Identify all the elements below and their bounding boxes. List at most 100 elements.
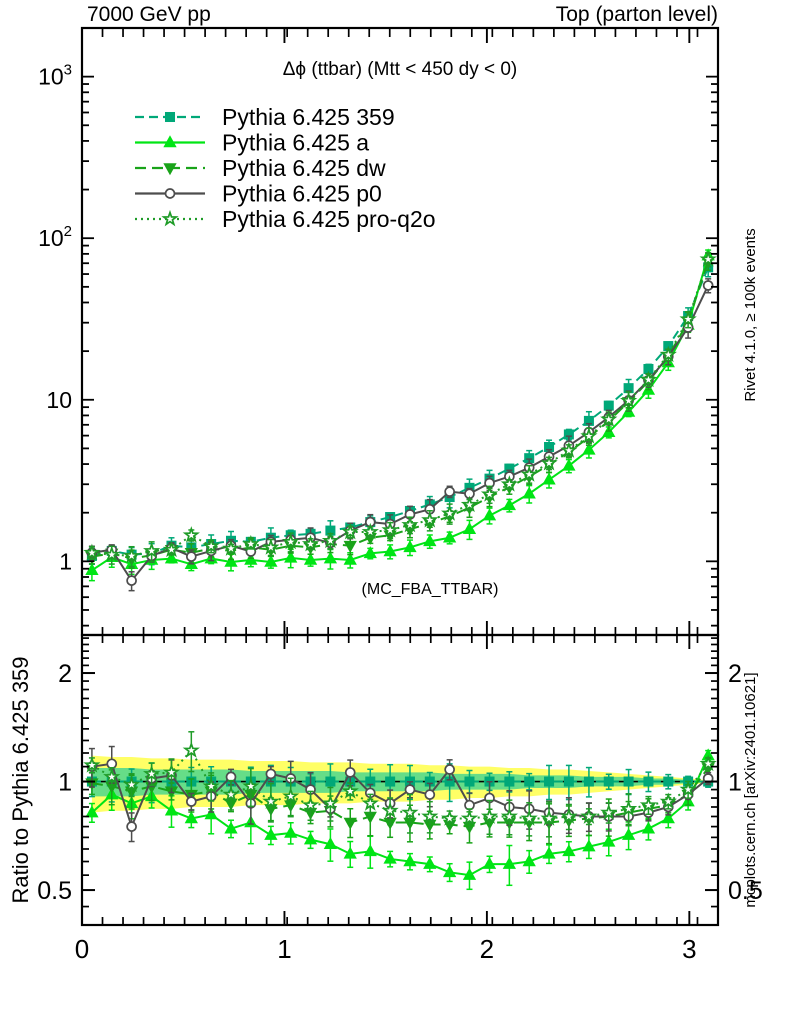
data-point-triangle xyxy=(323,551,338,564)
main-panel-frame xyxy=(80,26,720,637)
side-label-rivet: Rivet 4.1.0, ≥ 100k events xyxy=(742,228,759,401)
data-point-triangle xyxy=(363,546,377,559)
data-point-square xyxy=(583,776,594,787)
data-point-star xyxy=(560,807,578,824)
data-point-circle xyxy=(702,280,714,291)
data-point-star xyxy=(381,521,399,538)
data-point-triangle xyxy=(264,554,278,567)
data-point-star xyxy=(161,209,179,227)
data-point-star xyxy=(520,465,538,482)
data-point-star xyxy=(600,803,618,820)
ratio-y-axis-tick-label: 2 xyxy=(58,660,72,688)
data-point-star xyxy=(421,511,439,528)
data-point-triangle xyxy=(442,530,457,543)
data-point-star xyxy=(480,807,499,824)
data-point-star xyxy=(202,537,220,554)
data-point-circle xyxy=(185,551,197,562)
x-axis-tick-label: 0 xyxy=(75,934,89,964)
data-point-star xyxy=(222,539,240,556)
data-point-star xyxy=(282,532,300,550)
data-point-triangle xyxy=(582,442,596,455)
data-point-star xyxy=(600,410,618,427)
data-point-triangle xyxy=(542,472,556,485)
data-point-star xyxy=(282,787,300,804)
data-point-star xyxy=(341,522,359,540)
data-point-square xyxy=(643,776,654,787)
legend-item-pythia-6-425-pro-q2o[interactable]: Pythia 6.425 pro-q2o xyxy=(135,206,436,232)
data-point-star xyxy=(619,799,638,817)
data-point-square xyxy=(325,776,336,787)
series-pythia-6-425-p0 xyxy=(86,278,714,592)
header-right-label: Top (parton level) xyxy=(556,3,718,26)
ratio-y-axis-tick-label-right: 0.5 xyxy=(728,877,763,905)
data-point-star xyxy=(301,796,320,813)
data-point-star xyxy=(103,545,121,563)
data-point-star xyxy=(500,475,519,492)
data-point-star xyxy=(242,777,260,794)
data-point-triangle xyxy=(323,837,338,849)
series-pythia-6-425-pro-q2o xyxy=(83,250,717,568)
data-point-triangle xyxy=(85,563,99,576)
data-point-triangle-down xyxy=(163,163,177,176)
legend-label: Pythia 6.425 dw xyxy=(222,155,386,181)
legend-item-pythia-6-425-dw[interactable]: Pythia 6.425 dw xyxy=(135,155,386,181)
data-point-circle xyxy=(106,758,118,770)
series-pythia-6-425-a xyxy=(85,248,715,582)
data-point-star xyxy=(361,522,379,540)
data-point-triangle xyxy=(303,552,318,565)
data-point-star xyxy=(122,775,141,793)
data-point-circle xyxy=(444,486,455,497)
data-point-star xyxy=(699,250,717,267)
legend-item-pythia-6-425-359[interactable]: Pythia 6.425 359 xyxy=(135,104,395,130)
data-point-star xyxy=(222,785,240,802)
data-point-star xyxy=(520,809,538,826)
data-point-square xyxy=(504,776,515,787)
data-point-star xyxy=(401,515,419,533)
data-point-triangle xyxy=(661,811,675,824)
data-point-star xyxy=(679,310,697,327)
data-point-star xyxy=(242,534,260,552)
ratio-panel-frame xyxy=(80,633,720,927)
data-point-circle xyxy=(344,767,356,778)
data-point-triangle xyxy=(383,851,397,864)
data-point-star xyxy=(301,534,320,552)
axes: 1 10 102 103 0.5 0.5 1 1 2 2 0 1 2 3 xyxy=(37,27,763,964)
legend-item-pythia-6-425-a[interactable]: Pythia 6.425 a xyxy=(135,130,369,156)
data-point-triangle xyxy=(462,867,477,880)
data-point-star xyxy=(580,427,598,444)
data-point-star xyxy=(162,763,181,780)
data-point-circle xyxy=(126,821,137,832)
ratio-y-axis-label: Ratio to Pythia 6.425 359 xyxy=(8,656,33,903)
data-point-circle xyxy=(126,575,137,586)
data-point-star xyxy=(83,543,101,561)
data-point-triangle xyxy=(244,552,258,565)
ratio-y-axis-tick-label: 1 xyxy=(58,769,72,797)
legend-label: Pythia 6.425 pro-q2o xyxy=(222,206,436,232)
data-point-star xyxy=(460,809,479,826)
data-point-triangle xyxy=(184,811,198,824)
data-point-triangle xyxy=(621,827,636,840)
data-point-triangle xyxy=(442,865,457,878)
data-point-triangle xyxy=(562,458,576,471)
x-axis-tick-label: 2 xyxy=(480,934,494,964)
data-point-triangle xyxy=(462,522,477,534)
data-point-circle xyxy=(424,789,436,800)
header-left-label: 7000 GeV pp xyxy=(87,3,211,26)
y-axis-tick-label: 10 xyxy=(46,387,72,413)
data-point-circle xyxy=(185,796,197,807)
data-point-star xyxy=(321,531,340,549)
legend-label: Pythia 6.425 359 xyxy=(222,104,395,130)
data-point-triangle xyxy=(522,486,536,499)
data-point-star xyxy=(679,780,697,797)
data-point-triangle xyxy=(224,554,238,567)
ratio-y-axis-tick-label-right: 1 xyxy=(728,769,742,797)
data-point-star xyxy=(202,777,220,794)
data-point-triangle xyxy=(502,498,517,511)
data-point-square xyxy=(164,111,176,123)
data-point-star xyxy=(182,741,200,758)
data-point-triangle xyxy=(164,803,179,816)
data-point-triangle xyxy=(164,551,179,564)
legend-item-pythia-6-425-p0[interactable]: Pythia 6.425 p0 xyxy=(135,181,382,207)
data-point-star xyxy=(162,540,181,558)
data-point-square xyxy=(385,776,396,787)
